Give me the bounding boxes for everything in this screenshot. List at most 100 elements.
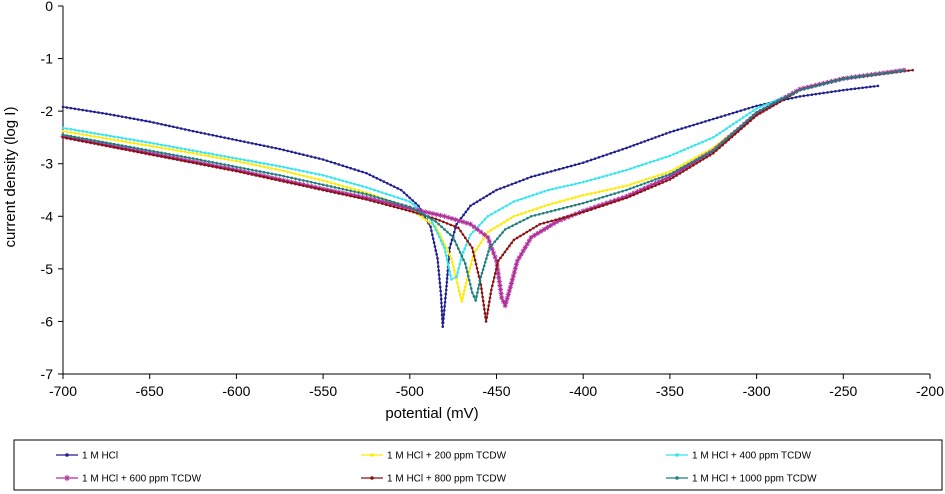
data-point: [140, 147, 144, 151]
data-point: [254, 169, 258, 172]
data-point: [227, 168, 230, 171]
data-point: [512, 200, 516, 203]
data-point: [679, 149, 683, 153]
data-point: [642, 185, 648, 191]
legend-label: 1 M HCl + 400 ppm TCDW: [692, 451, 812, 462]
data-point: [491, 280, 495, 283]
data-point: [501, 231, 504, 234]
data-point: [116, 146, 120, 150]
data-point: [549, 209, 553, 213]
data-point: [491, 250, 497, 256]
data-point: [462, 213, 465, 217]
data-point: [458, 293, 462, 296]
data-point: [661, 181, 664, 184]
data-point: [480, 287, 483, 291]
data-point: [89, 134, 92, 138]
plot-area: -700 -650 -600 -550 -500 -450 -400 -350 -300 -250…: [41, 0, 945, 399]
data-point: [445, 280, 449, 284]
data-point: [215, 134, 218, 138]
data-point: [298, 152, 301, 156]
data-point: [203, 154, 207, 157]
data-point: [818, 83, 821, 87]
data-point: [235, 157, 238, 160]
data-point: [581, 193, 585, 197]
data-point: [317, 157, 321, 160]
data-point: [408, 205, 412, 209]
data-point: [725, 127, 728, 130]
data-point: [77, 132, 81, 136]
data-point: [480, 271, 484, 275]
data-point: [172, 125, 175, 129]
data-point: [250, 168, 254, 172]
data-point: [613, 192, 617, 195]
data-point: [672, 168, 675, 171]
data-point: [329, 160, 333, 164]
data-point: [411, 199, 414, 202]
data-point: [462, 258, 465, 262]
data-point: [128, 149, 132, 152]
data-point: [589, 178, 593, 182]
data-point: [675, 151, 679, 155]
data-point: [529, 175, 533, 179]
data-point: [77, 136, 81, 139]
data-point: [235, 138, 238, 142]
data-point: [396, 196, 400, 199]
data-point: [620, 195, 626, 201]
data-point: [434, 249, 438, 252]
data-point: [457, 289, 461, 293]
data-point: [349, 181, 352, 185]
data-point: [357, 189, 360, 192]
data-point: [369, 199, 372, 202]
data-point: [894, 70, 898, 74]
data-point: [380, 202, 384, 205]
data-point: [471, 224, 477, 230]
data-point: [489, 288, 493, 292]
data-point: [61, 129, 65, 133]
data-point: [846, 76, 849, 80]
data-point: [472, 295, 476, 298]
data-point: [708, 151, 711, 154]
data-point: [553, 208, 557, 212]
data-point: [250, 160, 254, 163]
data-point: [282, 148, 285, 152]
data-point: [426, 210, 432, 216]
data-point: [116, 139, 120, 142]
data-point: [430, 211, 436, 217]
data-point: [458, 251, 462, 254]
data-point: [522, 178, 525, 182]
data-point: [132, 149, 136, 153]
data-point: [870, 73, 873, 77]
data-point: [439, 297, 443, 301]
data-point: [105, 137, 108, 140]
legend-item: 1 M HCl + 800 ppm TCDW: [361, 474, 507, 485]
data-point: [140, 143, 144, 146]
data-point: [453, 230, 456, 234]
data-point: [650, 137, 654, 141]
data-point: [907, 69, 910, 72]
data-point: [597, 190, 601, 194]
data-point: [751, 105, 754, 109]
data-point: [258, 143, 262, 147]
data-point: [427, 216, 430, 219]
data-point: [652, 175, 656, 179]
data-point: [274, 167, 278, 171]
data-point: [456, 271, 459, 274]
data-point: [643, 188, 646, 192]
y-tick-label: -7: [41, 366, 54, 382]
data-point: [405, 193, 409, 197]
data-point: [428, 220, 431, 224]
data-point: [430, 229, 433, 233]
data-point: [258, 161, 262, 165]
data-point: [395, 203, 401, 209]
data-point: [511, 269, 517, 275]
data-point: [112, 113, 116, 117]
data-point: [286, 166, 289, 170]
data-point: [688, 124, 691, 128]
data-point: [357, 196, 360, 200]
data-point: [486, 253, 489, 257]
data-point: [499, 222, 503, 226]
data-point: [727, 135, 731, 139]
data-point: [680, 166, 686, 172]
data-point: [449, 223, 453, 227]
